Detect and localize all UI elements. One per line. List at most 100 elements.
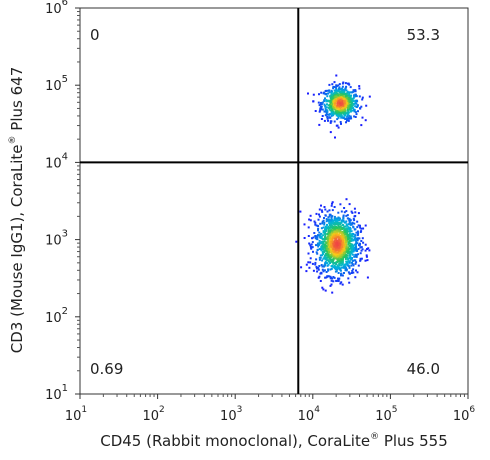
event-dot [334, 246, 337, 249]
event-dot [354, 211, 357, 214]
event-dot [340, 281, 343, 284]
event-dot [319, 256, 322, 259]
event-dot [333, 215, 336, 218]
event-dot [329, 230, 332, 233]
event-dot [334, 102, 337, 105]
event-dot [329, 220, 332, 223]
event-dot [330, 279, 333, 282]
event-dot [349, 229, 352, 232]
event-dot [345, 223, 348, 226]
event-dot [330, 92, 333, 95]
event-dot [344, 228, 346, 231]
event-dot [356, 100, 359, 103]
event-dot [336, 251, 339, 254]
event-dot [345, 104, 348, 107]
event-dot [331, 109, 334, 112]
event-dot [330, 217, 333, 220]
event-dot [352, 233, 355, 235]
event-dot [320, 246, 323, 249]
event-dot [345, 238, 347, 241]
event-dot [317, 227, 320, 230]
event-dot [317, 218, 320, 221]
event-dot [364, 259, 367, 262]
event-dot [328, 234, 331, 237]
event-dot [325, 237, 328, 240]
event-dot [340, 100, 343, 103]
event-dot [326, 253, 329, 256]
event-dot [351, 222, 354, 224]
event-dot [338, 239, 341, 242]
event-dot [314, 261, 317, 264]
event-dot [325, 100, 328, 103]
event-dot [360, 230, 363, 233]
event-dot [327, 254, 330, 257]
event-dot [310, 243, 313, 246]
event-dot [325, 252, 327, 255]
event-dot [359, 107, 362, 110]
event-dot [343, 97, 346, 100]
event-dot [342, 243, 345, 246]
event-dot [346, 117, 348, 120]
event-dot [353, 108, 356, 111]
x-tick-label: 106 [453, 405, 476, 424]
x-tick-label: 105 [375, 405, 397, 424]
event-dot [317, 268, 320, 271]
event-dot [348, 117, 351, 120]
event-dot [353, 255, 356, 258]
event-dot [349, 219, 352, 222]
event-dot [350, 101, 353, 103]
event-dot [325, 242, 328, 245]
event-dot [355, 95, 358, 98]
event-dot [343, 229, 346, 232]
event-dot [322, 270, 325, 273]
event-dot [348, 235, 351, 238]
event-dot [324, 236, 326, 239]
event-dot [315, 244, 317, 247]
x-tick-label: 101 [65, 405, 87, 424]
event-dot [339, 121, 342, 123]
event-dot [362, 227, 365, 230]
event-dot [358, 87, 361, 90]
event-dot [326, 103, 328, 106]
event-dot [359, 252, 362, 255]
event-dot [323, 99, 326, 102]
event-dot [347, 226, 350, 229]
event-dot [350, 109, 353, 112]
event-dot [341, 116, 344, 119]
event-dot [334, 257, 337, 260]
event-dot [346, 230, 348, 233]
event-dot [318, 123, 321, 126]
event-dot [350, 246, 352, 249]
event-dot [315, 224, 318, 227]
event-dot [336, 229, 339, 232]
event-dot [331, 250, 334, 253]
event-dot [342, 81, 345, 84]
event-dot [342, 239, 344, 242]
event-dot [308, 242, 311, 245]
event-dot [347, 252, 349, 255]
event-dot [361, 237, 364, 240]
event-dot [337, 84, 340, 87]
event-dot [341, 96, 344, 99]
event-dot [340, 116, 343, 119]
event-dot [332, 258, 335, 261]
event-dot [341, 259, 344, 262]
event-dot [356, 271, 359, 274]
event-dot [350, 230, 353, 233]
y-tick-label: 102 [45, 306, 68, 326]
event-dot [337, 252, 340, 255]
event-dot [337, 258, 340, 261]
event-dot [328, 83, 331, 86]
event-dot [359, 246, 362, 249]
event-dot [354, 239, 357, 242]
event-dot [344, 232, 347, 235]
event-dot [334, 244, 337, 247]
event-dot [336, 253, 339, 256]
event-dot [321, 244, 324, 247]
event-dot [353, 249, 356, 252]
event-dot [324, 262, 327, 265]
event-dot [322, 240, 325, 243]
event-dot [337, 260, 340, 263]
event-dot [319, 107, 322, 110]
event-dot [326, 223, 328, 226]
